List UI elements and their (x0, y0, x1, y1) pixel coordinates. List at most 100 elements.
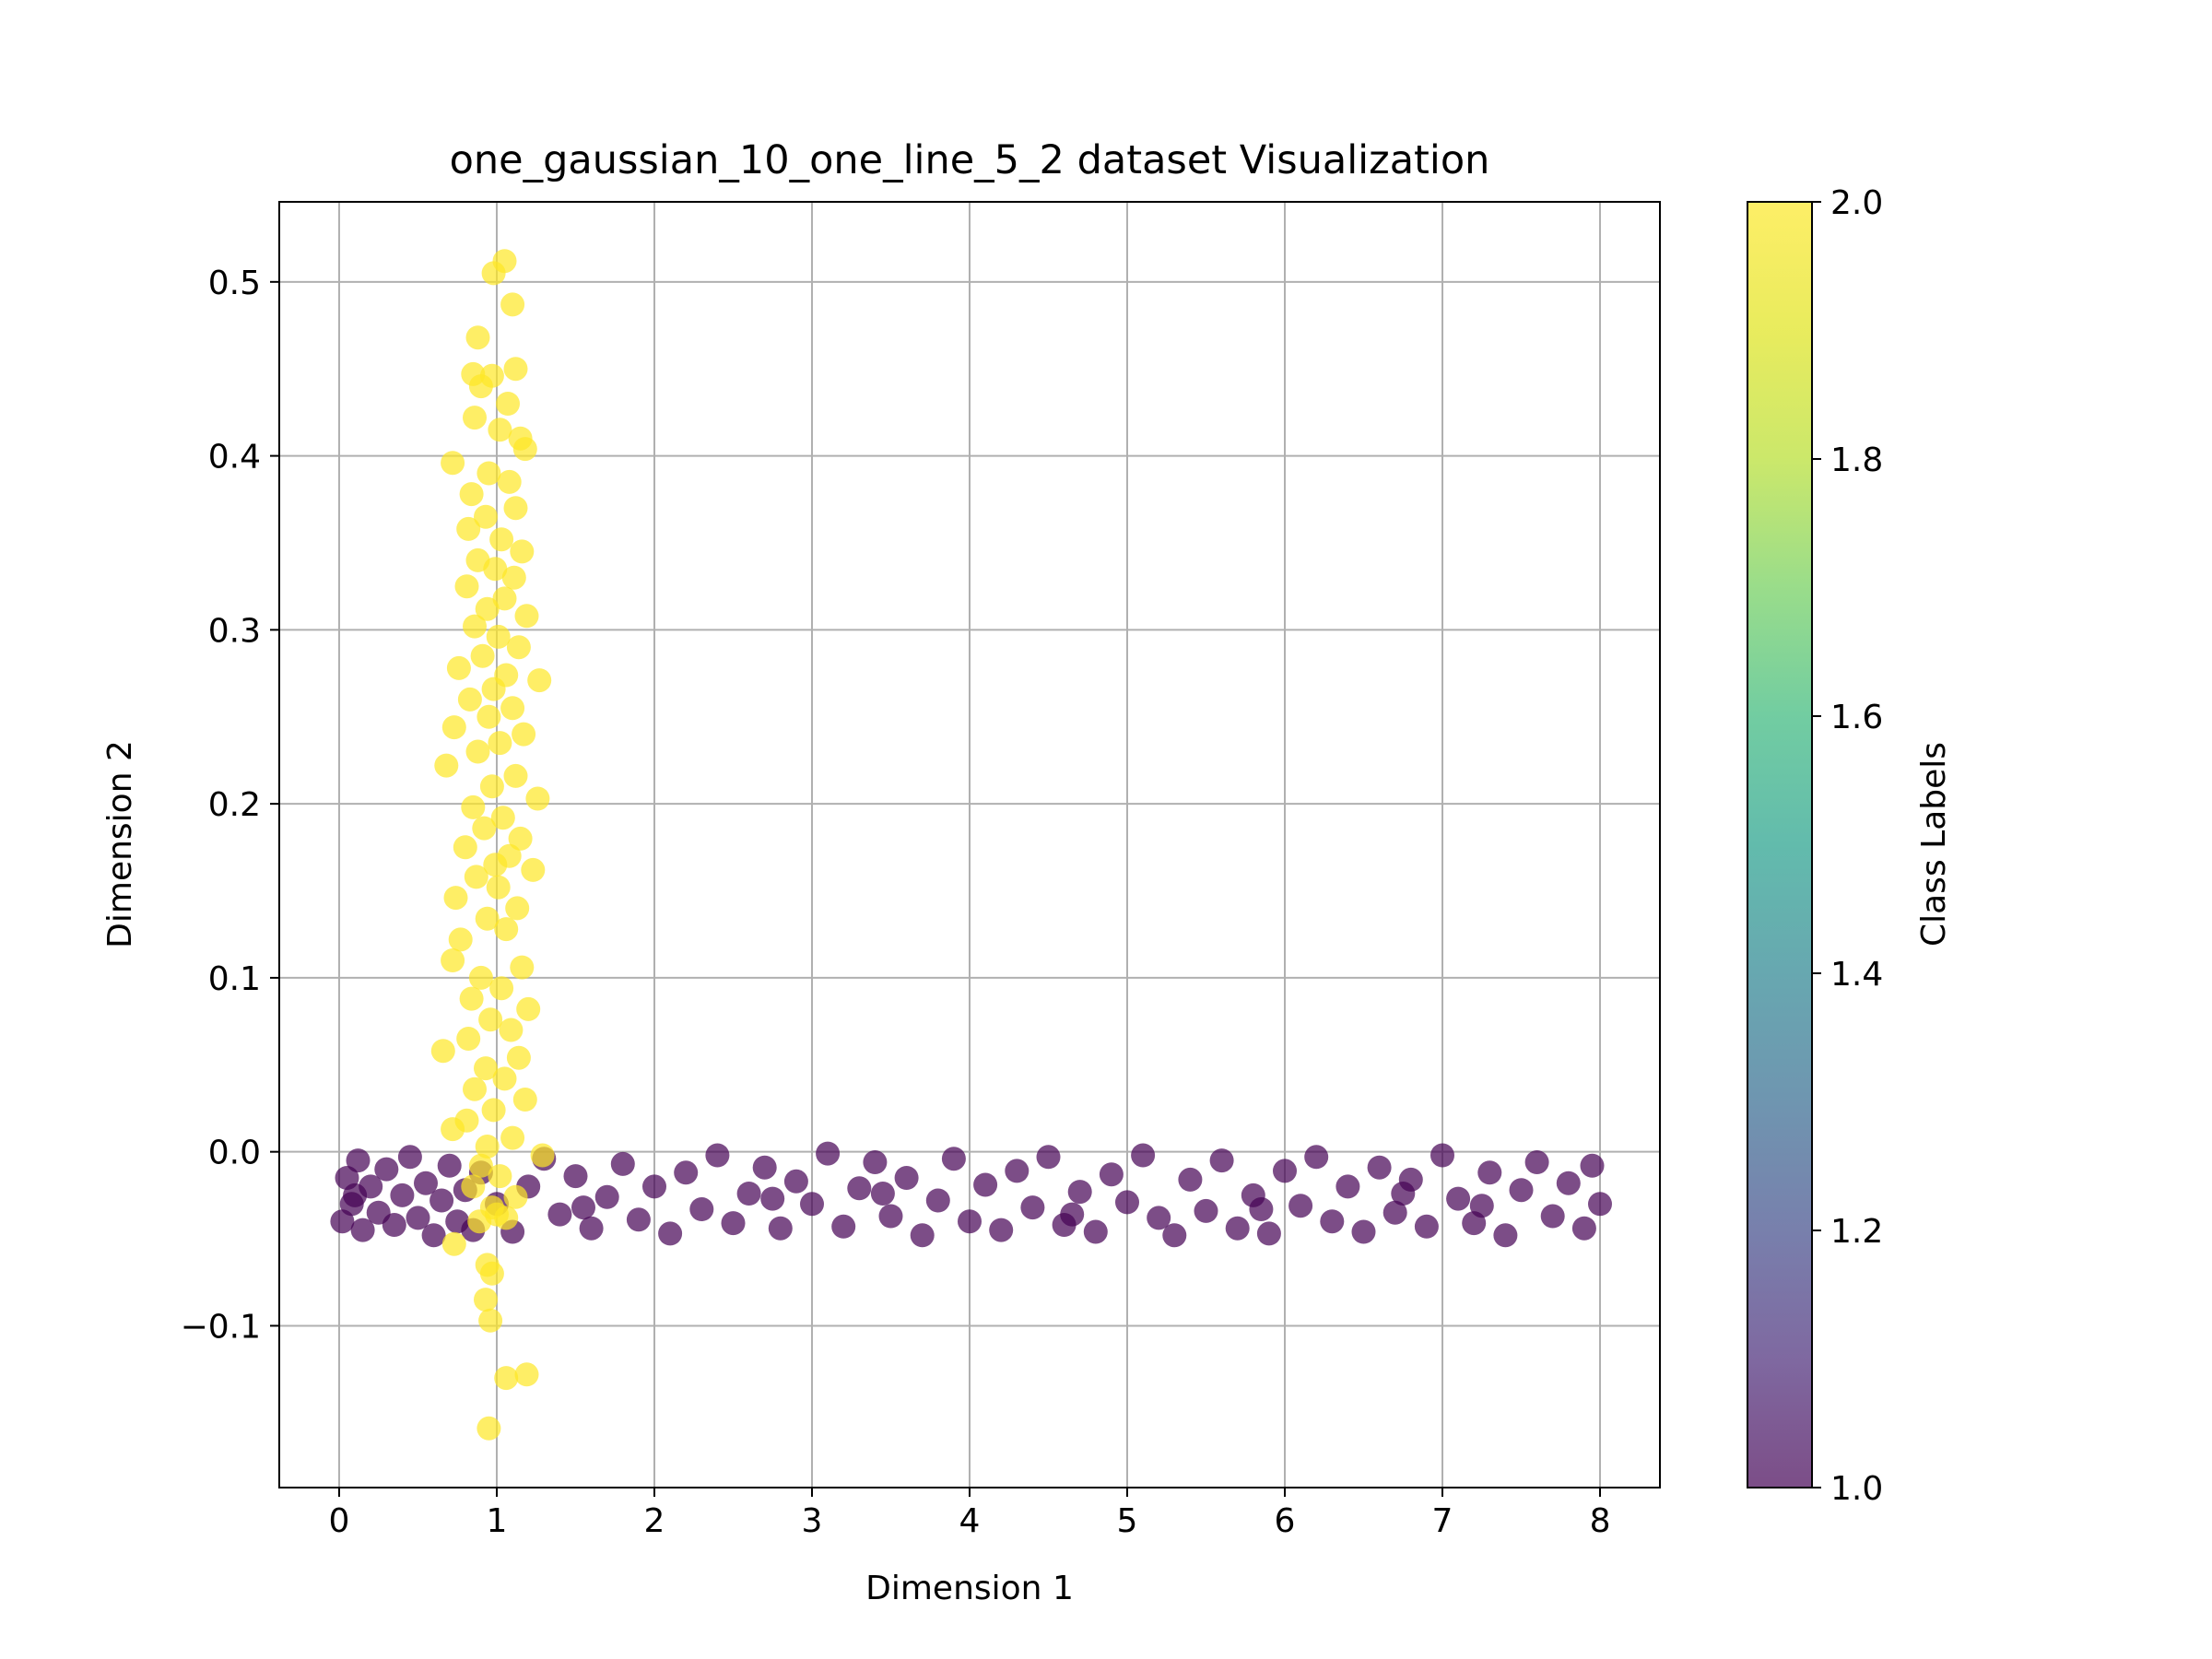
scatter-point-class-2 (478, 1007, 503, 1032)
scatter-point-class-1 (1115, 1190, 1139, 1215)
colorbar-tick-label: 1.8 (1830, 441, 1883, 479)
scatter-point-class-1 (705, 1143, 730, 1168)
scatter-point-class-1 (768, 1216, 793, 1241)
scatter-point-class-2 (492, 1066, 517, 1091)
colorbar-gradient (1747, 202, 1812, 1488)
y-tick-label: 0.5 (208, 265, 261, 302)
scatter-point-class-2 (465, 325, 490, 350)
scatter-point-class-2 (474, 1288, 498, 1312)
scatter-point-class-1 (642, 1174, 666, 1199)
scatter-point-class-1 (382, 1213, 406, 1237)
scatter-point-class-2 (454, 574, 479, 599)
scatter-point-class-2 (481, 261, 506, 286)
scatter-point-class-2 (510, 539, 535, 564)
scatter-point-class-2 (463, 1077, 487, 1101)
scatter-point-class-1 (1067, 1180, 1092, 1205)
scatter-point-class-2 (470, 643, 495, 668)
scatter-point-class-1 (1209, 1148, 1234, 1173)
scatter-point-class-2 (489, 976, 514, 1001)
scatter-point-class-1 (1005, 1159, 1030, 1183)
scatter-point-class-1 (941, 1147, 966, 1171)
scatter-point-class-2 (475, 596, 500, 621)
scatter-point-class-2 (494, 1366, 519, 1391)
scatter-point-class-1 (863, 1150, 888, 1174)
scatter-point-class-2 (453, 835, 477, 860)
x-axis: 0 1 2 3 4 5 6 7 8 (329, 1488, 1610, 1540)
x-tick-label: 1 (487, 1502, 508, 1540)
scatter-point-class-1 (752, 1155, 777, 1180)
scatter-point-class-2 (434, 753, 459, 778)
scatter-point-class-1 (1382, 1200, 1407, 1225)
scatter-point-class-2 (441, 1231, 466, 1256)
scatter-point-class-2 (492, 586, 517, 611)
scatter-point-class-2 (503, 496, 528, 521)
colorbar-tick-label: 1.6 (1830, 699, 1883, 736)
scatter-point-class-1 (1556, 1171, 1581, 1195)
scatter-point-class-1 (925, 1188, 950, 1213)
scatter-point-class-2 (500, 292, 525, 317)
y-tick-label: 0.4 (208, 439, 261, 477)
scatter-point-class-1 (1304, 1145, 1329, 1170)
scatter-point-class-2 (501, 565, 526, 590)
scatter-point-class-1 (1509, 1178, 1534, 1203)
scatter-point-class-2 (475, 1135, 500, 1159)
scatter-point-class-2 (527, 668, 552, 693)
scatter-point-class-2 (489, 527, 514, 552)
scatter-point-class-1 (1580, 1153, 1605, 1178)
scatter-point-class-2 (456, 516, 481, 541)
scatter-point-class-1 (1469, 1194, 1494, 1218)
scatter-point-class-2 (490, 806, 515, 830)
x-tick-label: 2 (644, 1502, 665, 1540)
scatter-point-class-2 (441, 715, 466, 740)
scatter-point-class-2 (456, 1027, 481, 1051)
scatter-point-class-1 (674, 1160, 699, 1185)
scatter-point-class-2 (503, 763, 528, 788)
scatter-point-class-1 (1493, 1223, 1518, 1248)
scatter-point-class-1 (563, 1164, 588, 1189)
scatter-point-class-1 (579, 1216, 604, 1241)
scatter-point-class-1 (894, 1166, 919, 1190)
scatter-point-class-1 (1540, 1204, 1565, 1229)
scatter-point-class-1 (1099, 1162, 1124, 1187)
colorbar-tick-label: 1.0 (1830, 1470, 1883, 1508)
scatter-point-class-1 (1131, 1143, 1156, 1168)
x-tick-label: 6 (1275, 1502, 1296, 1540)
y-tick-label: 0.1 (208, 960, 261, 998)
scatter-point-class-2 (459, 986, 484, 1011)
scatter-point-class-1 (658, 1221, 683, 1246)
scatter-point-class-2 (481, 1098, 506, 1123)
colorbar-tick-label: 1.2 (1830, 1213, 1883, 1251)
scatter-point-class-2 (514, 604, 539, 629)
scatter-point-class-1 (1588, 1192, 1612, 1217)
scatter-point-class-1 (1225, 1216, 1250, 1241)
scatter-point-class-2 (430, 1039, 455, 1064)
scatter-point-class-2 (479, 774, 504, 799)
scatter-point-class-1 (571, 1195, 595, 1220)
scatter-point-class-2 (457, 687, 482, 712)
scatter-point-class-1 (689, 1197, 714, 1221)
scatter-point-class-1 (800, 1192, 824, 1217)
scatter-point-class-1 (350, 1218, 375, 1242)
scatter-point-class-2 (525, 786, 550, 811)
scatter-point-class-1 (1273, 1159, 1297, 1183)
scatter-point-class-2 (512, 722, 536, 747)
scatter-point-class-1 (594, 1184, 619, 1209)
scatter-point-class-1 (958, 1209, 982, 1234)
scatter-point-class-1 (626, 1207, 651, 1232)
scatter-point-class-2 (497, 469, 522, 494)
scatter-point-class-2 (474, 504, 498, 529)
scatter-point-class-1 (343, 1182, 368, 1207)
scatter-point-class-1 (973, 1172, 998, 1197)
scatter-point-class-2 (474, 1056, 498, 1081)
scatter-point-class-2 (465, 739, 490, 764)
scatter-point-class-2 (463, 614, 487, 639)
scatter-point-class-2 (477, 704, 501, 729)
y-tick-label: 0.0 (208, 1135, 261, 1172)
scatter-point-class-2 (486, 624, 511, 649)
scatter-point-class-2 (479, 1261, 504, 1286)
scatter-point-class-1 (1256, 1221, 1281, 1246)
colorbar-ticks: 1.0 1.2 1.4 1.6 1.8 2.0 (1812, 184, 1883, 1508)
chart-title: one_gaussian_10_one_line_5_2 dataset Vis… (450, 137, 1490, 183)
